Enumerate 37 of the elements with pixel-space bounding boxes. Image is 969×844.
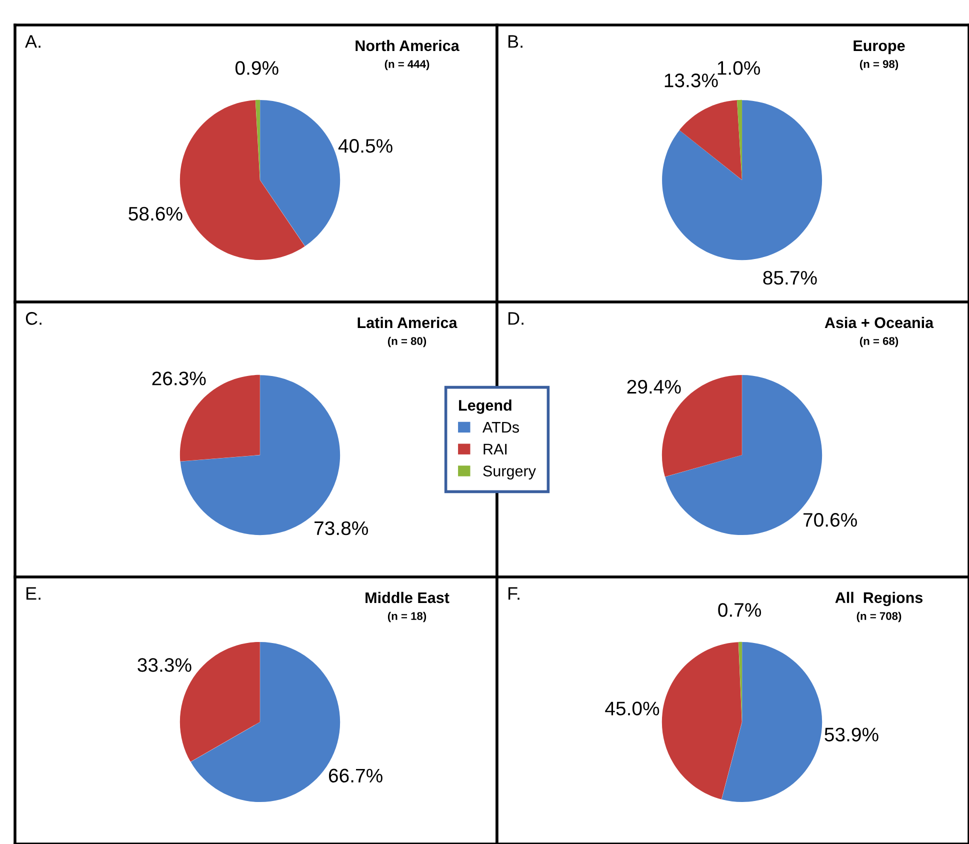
text: D.	[508, 312, 524, 325]
chart-title: North America	[356, 40, 460, 52]
data-label: 73.8%	[314, 521, 368, 536]
data-label: 66.7%	[328, 768, 382, 783]
data-label: 85.7%	[763, 270, 817, 285]
data-label: 26.3%	[152, 372, 206, 386]
text: A.	[25, 35, 40, 48]
chart-subtitle: (n = 80)	[388, 336, 426, 348]
chart-title: Asia + Oceania	[824, 316, 934, 328]
data-label: 70.6%	[804, 513, 857, 527]
chart-subtitle: (n = 444)	[384, 60, 430, 70]
text: (n = 98)	[860, 60, 898, 70]
chart-title: Middle East	[366, 592, 450, 604]
data-label: 40.5%	[338, 138, 392, 153]
text: (n = 18)	[388, 612, 426, 622]
data-label: 45.0%	[605, 702, 660, 716]
legend-label: Surgery	[483, 466, 536, 480]
data-label: 13.3%	[664, 74, 718, 88]
data-label: 0.7%	[718, 603, 762, 617]
legend-title: Legend	[459, 400, 512, 414]
data-label: 0.9%	[235, 61, 278, 75]
legend-label: ATDs	[482, 422, 519, 433]
text: B.	[508, 35, 522, 48]
chart-title: Latin America	[358, 316, 458, 328]
data-label: 33.3%	[138, 658, 192, 672]
data-label: 53.9%	[824, 728, 878, 742]
data-label: 1.0%	[718, 61, 760, 75]
text: C.	[26, 312, 42, 325]
data-label: 29.4%	[627, 380, 681, 394]
text: E.	[26, 587, 40, 600]
text: F.	[508, 587, 520, 600]
chart-title: All Regions	[835, 592, 923, 606]
chart-subtitle: (n = 68)	[860, 336, 898, 348]
text: Europe	[854, 40, 905, 54]
legend-label: RAI	[484, 444, 507, 454]
data-label: 58.6%	[128, 206, 182, 221]
text: (n = 708)	[856, 612, 902, 622]
